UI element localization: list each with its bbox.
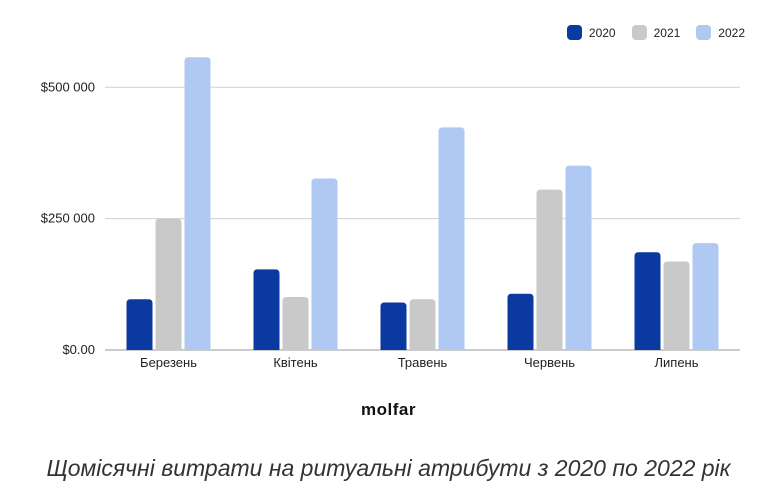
x-tick-label: Травень: [398, 355, 448, 370]
bar-2020-0: [126, 299, 153, 350]
legend-item-2020: 2020: [566, 25, 616, 40]
bar-2020-2: [380, 302, 407, 350]
bar-2022-0: [184, 57, 211, 350]
x-axis-ticks: Березень Квітень Травень Червень Липень: [140, 355, 699, 370]
bar-2020-4: [634, 252, 661, 350]
bar-2022-4: [692, 243, 719, 350]
x-tick-label: Липень: [654, 355, 698, 370]
bar-2021-0: [155, 218, 182, 350]
legend-swatch-2020: [566, 25, 582, 40]
bar-2021-1: [282, 296, 309, 350]
bar-2021-4: [663, 261, 690, 350]
legend-swatch-2021: [631, 25, 647, 40]
bar-chart: $0.00 $250 000 $500 000 Березень Квітень Тра…: [41, 57, 740, 370]
x-tick-label: Березень: [140, 355, 197, 370]
bar-2021-3: [536, 189, 563, 350]
bars: [126, 57, 719, 350]
y-tick-label: $500 000: [41, 79, 95, 94]
bar-2020-3: [507, 293, 534, 350]
bar-2022-1: [311, 178, 338, 350]
legend-label-2020: 2020: [588, 25, 616, 40]
bar-2021-2: [409, 299, 436, 350]
chart-caption: Щомісячні витрати на ритуальні атрибути …: [46, 455, 731, 481]
y-tick-label: $0.00: [62, 342, 95, 357]
bar-2022-2: [438, 127, 465, 350]
legend-label-2021: 2021: [653, 25, 681, 40]
x-tick-label: Червень: [524, 355, 575, 370]
legend-swatch-2022: [696, 25, 712, 40]
bar-2022-3: [565, 165, 592, 350]
y-tick-label: $250 000: [41, 211, 95, 226]
molfar-logo: molfar: [361, 400, 416, 419]
legend-item-2021: 2021: [631, 25, 681, 40]
y-axis-ticks: $0.00 $250 000 $500 000: [41, 79, 95, 357]
bar-2020-1: [253, 269, 280, 350]
legend-label-2022: 2022: [718, 25, 745, 40]
x-tick-label: Квітень: [273, 355, 318, 370]
legend: 2020 2021 2022: [566, 25, 745, 40]
legend-item-2022: 2022: [696, 25, 745, 40]
